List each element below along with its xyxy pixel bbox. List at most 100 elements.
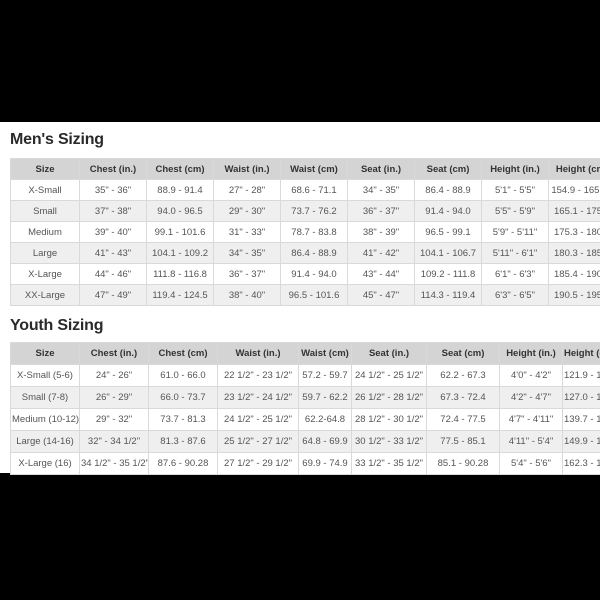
table-cell: 61.0 - 66.0 [148, 364, 218, 387]
table-cell: 34" - 35" [213, 242, 281, 264]
size-cell: X-Small (5-6) [10, 364, 80, 387]
table-cell: 41" - 42" [347, 242, 415, 264]
size-cell: Large [10, 242, 80, 264]
table-cell: 104.1 - 109.2 [146, 242, 214, 264]
table-cell: 57.2 - 59.7 [298, 364, 352, 387]
column-header: Waist (cm) [298, 342, 352, 365]
size-cell: Small [10, 200, 80, 222]
table-row: Medium 39" - 40" 99.1 - 101.6 31" - 33" 78.7… [10, 221, 600, 243]
table-cell: 36" - 37" [347, 200, 415, 222]
table-cell: 119.4 - 124.5 [146, 284, 214, 306]
table-cell: 24" - 26" [79, 364, 149, 387]
table-cell: 190.5 - 195.6 [548, 284, 600, 306]
table-row: X-Large (16) 34 1/2" - 35 1/2" 87.6 - 90.2… [10, 452, 600, 475]
table-cell: 86.4 - 88.9 [280, 242, 348, 264]
table-cell: 27 1/2" - 29 1/2" [217, 452, 299, 475]
table-cell: 78.7 - 83.8 [280, 221, 348, 243]
table-cell: 22 1/2" - 23 1/2" [217, 364, 299, 387]
table-cell: 99.1 - 101.6 [146, 221, 214, 243]
table-cell: 4'2" - 4'7" [499, 386, 563, 409]
table-cell: 127.0 - 139.7 [562, 386, 600, 409]
column-header: Chest (in.) [79, 342, 149, 365]
table-cell: 86.4 - 88.9 [414, 179, 482, 201]
table-cell: 72.4 - 77.5 [426, 408, 500, 431]
table-row: X-Large 44" - 46" 111.8 - 116.8 36" - 37" 91… [10, 263, 600, 285]
table-cell: 59.7 - 62.2 [298, 386, 352, 409]
table-cell: 5'9" - 5'11" [481, 221, 549, 243]
table-cell: 81.3 - 87.6 [148, 430, 218, 453]
column-header: Height (in.) [481, 158, 549, 180]
column-header: Size [10, 158, 80, 180]
column-header: Height (in.) [499, 342, 563, 365]
table-cell: 91.4 - 94.0 [280, 263, 348, 285]
table-cell: 4'7" - 4'11" [499, 408, 563, 431]
table-cell: 31" - 33" [213, 221, 281, 243]
table-cell: 73.7 - 76.2 [280, 200, 348, 222]
column-header: Waist (cm) [280, 158, 348, 180]
table-cell: 25 1/2" - 27 1/2" [217, 430, 299, 453]
table-cell: 27" - 28" [213, 179, 281, 201]
table-cell: 73.7 - 81.3 [148, 408, 218, 431]
size-cell: XX-Large [10, 284, 80, 306]
table-cell: 165.1 - 175.3 [548, 200, 600, 222]
table-cell: 44" - 46" [79, 263, 147, 285]
column-header: Waist (in.) [217, 342, 299, 365]
table-cell: 33 1/2" - 35 1/2" [351, 452, 427, 475]
table-cell: 87.6 - 90.28 [148, 452, 218, 475]
table-row: Large 41" - 43" 104.1 - 109.2 34" - 35" 86.4… [10, 242, 600, 264]
table-cell: 28 1/2" - 30 1/2" [351, 408, 427, 431]
column-header: Height (cm) [562, 342, 600, 365]
table-cell: 34 1/2" - 35 1/2" [79, 452, 149, 475]
table-cell: 104.1 - 106.7 [414, 242, 482, 264]
sizing-content-panel: Men's Sizing Size Chest (in.) Chest (cm) Wa… [0, 122, 600, 475]
table-cell: 29" - 32" [79, 408, 149, 431]
size-cell: X-Large [10, 263, 80, 285]
table-cell: 29" - 30" [213, 200, 281, 222]
column-header: Size [10, 342, 80, 365]
table-cell: 32" - 34 1/2" [79, 430, 149, 453]
column-header: Chest (cm) [146, 158, 214, 180]
table-cell: 64.8 - 69.9 [298, 430, 352, 453]
table-row: Large (14-16) 32" - 34 1/2" 81.3 - 87.6 25 … [10, 430, 600, 453]
header-row: Size Chest (in.) Chest (cm) Waist (in.) Wais… [10, 342, 600, 365]
table-cell: 41" - 43" [79, 242, 147, 264]
column-header: Seat (cm) [414, 158, 482, 180]
column-header: Seat (cm) [426, 342, 500, 365]
table-cell: 162.3 - 167.6 [562, 452, 600, 475]
table-cell: 94.0 - 96.5 [146, 200, 214, 222]
table-cell: 30 1/2" - 33 1/2" [351, 430, 427, 453]
table-row: XX-Large 47" - 49" 119.4 - 124.5 38" - 40" 9… [10, 284, 600, 306]
table-cell: 24 1/2" - 25 1/2" [351, 364, 427, 387]
table-cell: 6'1" - 6'3" [481, 263, 549, 285]
table-cell: 154.9 - 165.14 [548, 179, 600, 201]
table-cell: 4'0" - 4'2" [499, 364, 563, 387]
table-cell: 35" - 36" [79, 179, 147, 201]
table-cell: 149.9 - 162.3 [562, 430, 600, 453]
size-cell: X-Small [10, 179, 80, 201]
table-cell: 139.7 - 149.9 [562, 408, 600, 431]
size-cell: Medium (10-12) [10, 408, 80, 431]
table-cell: 5'1" - 5'5" [481, 179, 549, 201]
table-cell: 88.9 - 91.4 [146, 179, 214, 201]
table-cell: 96.5 - 99.1 [414, 221, 482, 243]
column-header: Seat (in.) [347, 158, 415, 180]
table-cell: 180.3 - 185.4 [548, 242, 600, 264]
table-row: Small (7-8) 26" - 29" 66.0 - 73.7 23 1/2" -… [10, 386, 600, 409]
table-cell: 5'11" - 6'1" [481, 242, 549, 264]
size-cell: Large (14-16) [10, 430, 80, 453]
table-cell: 24 1/2" - 25 1/2" [217, 408, 299, 431]
youth-sizing-table: Size Chest (in.) Chest (cm) Waist (in.) Wais… [10, 342, 600, 475]
table-row: X-Small 35" - 36" 88.9 - 91.4 27" - 28" 68.6… [10, 179, 600, 201]
table-cell: 38" - 40" [213, 284, 281, 306]
table-cell: 67.3 - 72.4 [426, 386, 500, 409]
table-cell: 66.0 - 73.7 [148, 386, 218, 409]
column-header: Chest (in.) [79, 158, 147, 180]
table-row: Medium (10-12) 29" - 32" 73.7 - 81.3 24 1/2… [10, 408, 600, 431]
size-cell: Small (7-8) [10, 386, 80, 409]
table-cell: 37" - 38" [79, 200, 147, 222]
mens-sizing-title: Men's Sizing [10, 131, 104, 148]
table-cell: 5'4" - 5'6" [499, 452, 563, 475]
table-cell: 62.2-64.8 [298, 408, 352, 431]
size-cell: Medium [10, 221, 80, 243]
mens-sizing-table: Size Chest (in.) Chest (cm) Waist (in.) Wais… [10, 158, 600, 306]
